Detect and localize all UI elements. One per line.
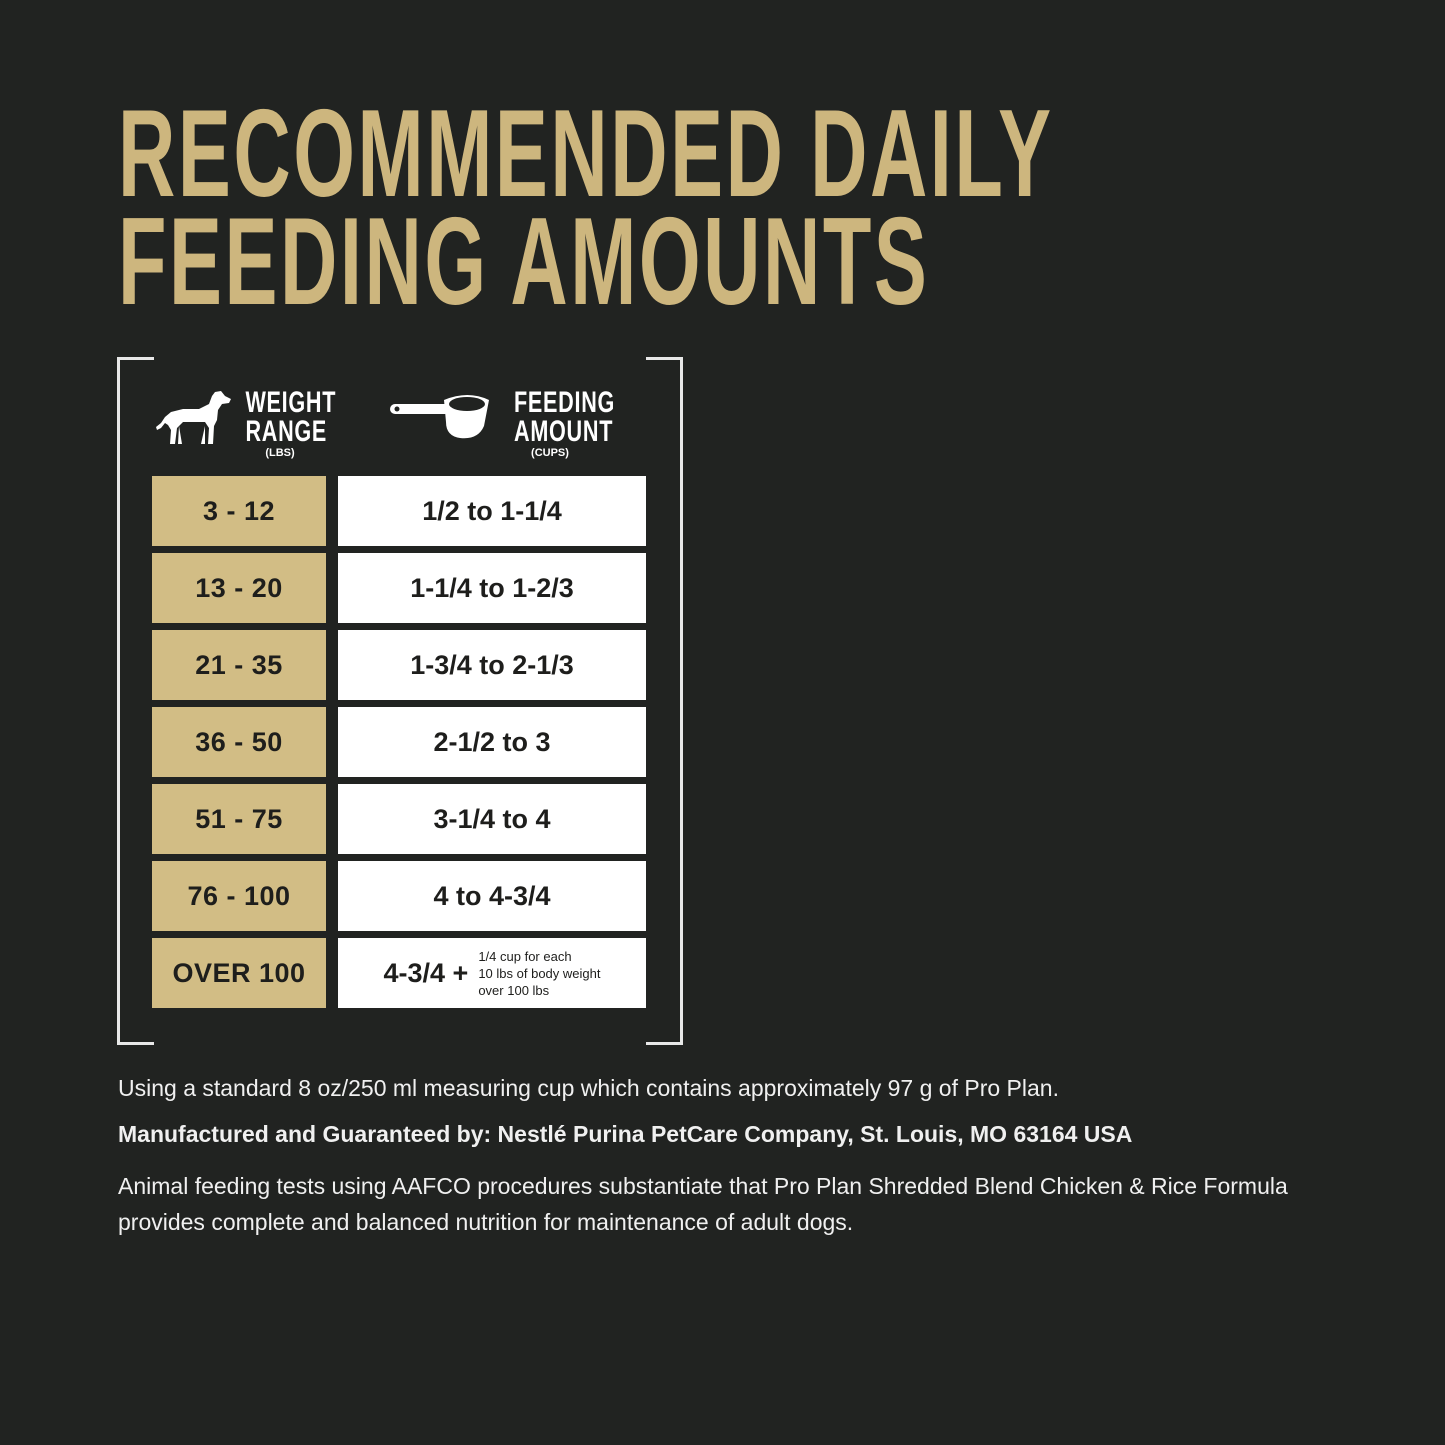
weight-cell: 21 - 35 [152,630,326,700]
amount-cell: 4 to 4-3/4 [338,861,646,931]
bracket-left [117,357,154,1045]
table-row: 76 - 100 4 to 4-3/4 [152,861,646,931]
table-row: 13 - 20 1-1/4 to 1-2/3 [152,553,646,623]
table-row: 51 - 75 3-1/4 to 4 [152,784,646,854]
page-title: RECOMMENDED DAILY FEEDING AMOUNTS [118,85,1054,331]
table-row: 21 - 35 1-3/4 to 2-1/3 [152,630,646,700]
dog-icon [156,391,231,444]
amount-value: 4-3/4 + [383,957,469,988]
table-row: OVER 100 4-3/4 + 1/4 cup for each 10 lbs… [152,938,646,1008]
aafco-statement: Animal feeding tests using AAFCO procedu… [118,1173,1288,1235]
weight-cell: 3 - 12 [152,476,326,546]
amount-note: 1/4 cup for each 10 lbs of body weight o… [478,948,601,998]
amount-cell: 1-3/4 to 2-1/3 [338,630,646,700]
cup-note: Using a standard 8 oz/250 ml measuring c… [118,1075,1059,1101]
table-row: 36 - 50 2-1/2 to 3 [152,707,646,777]
measuring-cup-icon [390,395,489,439]
weight-cell: OVER 100 [152,938,326,1008]
weight-cell: 13 - 20 [152,553,326,623]
amount-cell: 2-1/2 to 3 [338,707,646,777]
table-row: 3 - 12 1/2 to 1-1/4 [152,476,646,546]
bracket-right-top [646,357,683,1045]
amount-cell: 1-1/4 to 1-2/3 [338,553,646,623]
weight-cell: 36 - 50 [152,707,326,777]
weight-range-header: WEIGHT RANGE (LBS) [245,386,337,460]
weight-cell: 76 - 100 [152,861,326,931]
manufacturer-note: Manufactured and Guaranteed by: Nestlé P… [118,1121,1133,1147]
amount-cell: 1/2 to 1-1/4 [338,476,646,546]
amount-cell: 4-3/4 + 1/4 cup for each 10 lbs of body … [338,938,646,1008]
weight-cell: 51 - 75 [152,784,326,854]
amount-cell: 3-1/4 to 4 [338,784,646,854]
feeding-amount-header: FEEDING AMOUNT (CUPS) [514,386,616,460]
